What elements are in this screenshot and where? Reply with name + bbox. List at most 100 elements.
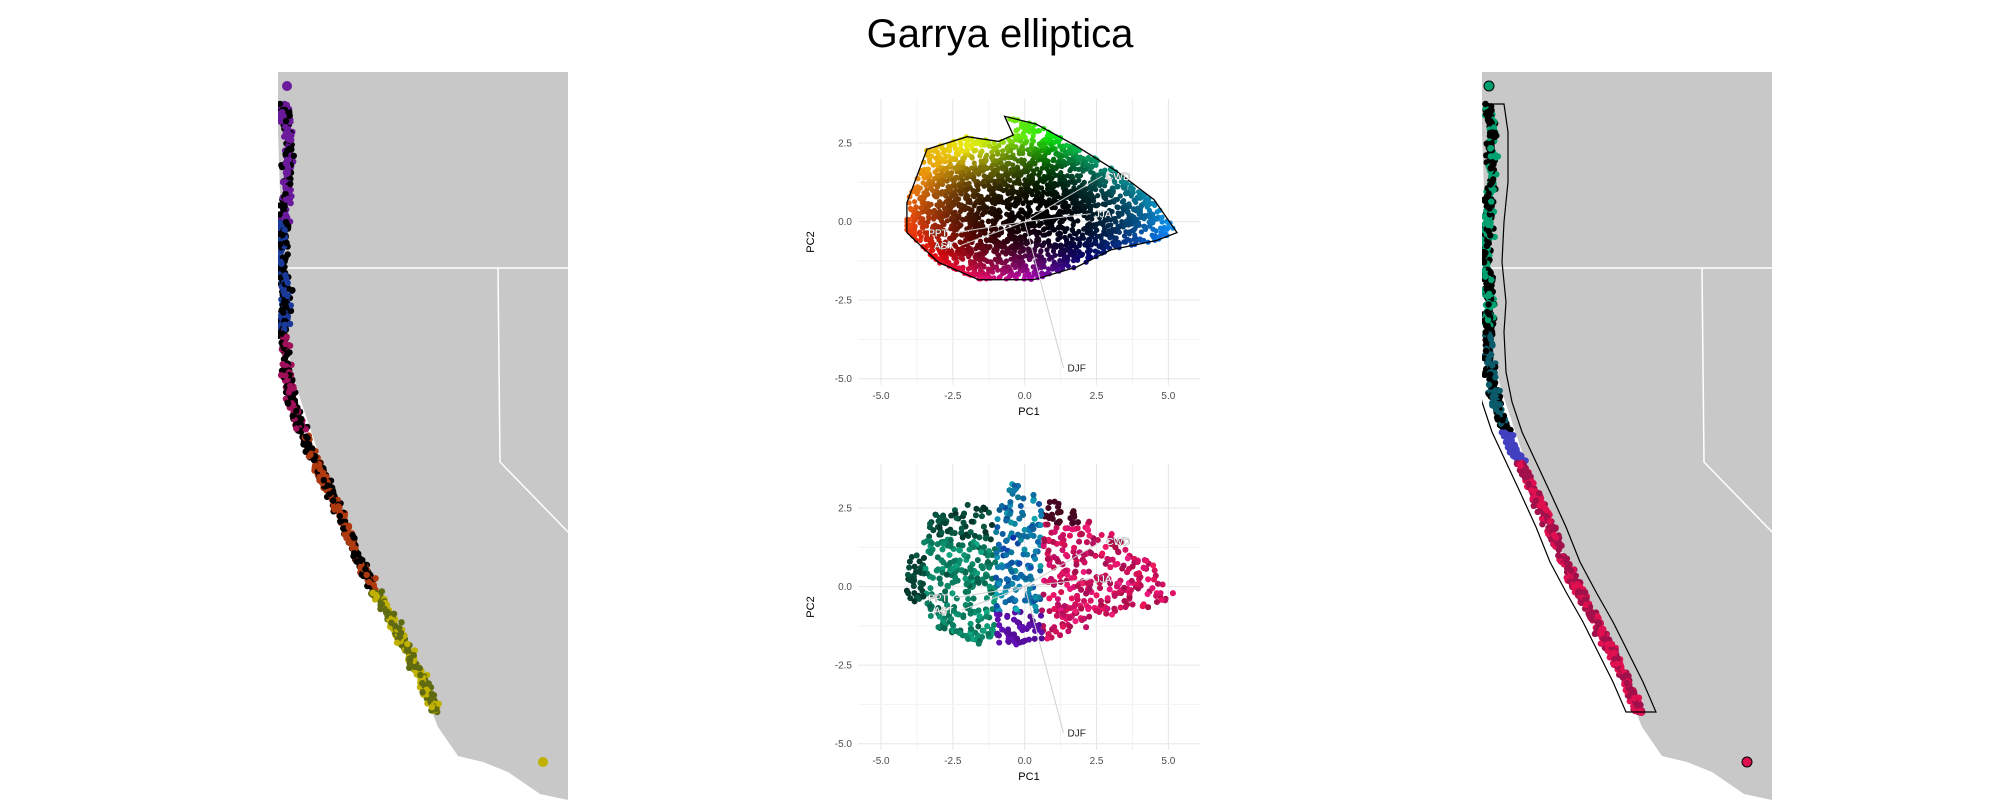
data-point bbox=[938, 249, 944, 255]
range-point bbox=[285, 389, 293, 396]
data-point bbox=[1072, 166, 1078, 172]
data-point bbox=[1069, 252, 1075, 258]
data-point bbox=[996, 178, 1002, 184]
data-point bbox=[1063, 237, 1070, 243]
data-point bbox=[1025, 188, 1031, 194]
data-point bbox=[1041, 141, 1047, 148]
data-point bbox=[1057, 208, 1063, 214]
data-point bbox=[917, 229, 923, 235]
y-tick-label: -2.5 bbox=[835, 296, 853, 307]
range-point bbox=[278, 329, 282, 336]
data-point bbox=[1121, 198, 1127, 204]
range-point bbox=[325, 491, 333, 498]
data-point bbox=[1029, 188, 1035, 195]
data-point bbox=[1063, 142, 1070, 148]
data-point bbox=[1095, 193, 1101, 199]
range-point bbox=[282, 184, 289, 192]
data-point bbox=[1159, 214, 1165, 220]
data-point bbox=[1023, 124, 1029, 130]
data-point bbox=[1077, 155, 1083, 161]
data-point bbox=[988, 171, 994, 177]
data-point bbox=[998, 230, 1004, 236]
data-point bbox=[934, 184, 940, 190]
data-point bbox=[959, 148, 965, 154]
data-point bbox=[918, 234, 924, 240]
data-point bbox=[970, 187, 976, 194]
data-point bbox=[993, 162, 1000, 168]
data-point bbox=[1053, 264, 1059, 270]
data-point bbox=[1098, 233, 1104, 239]
range-point bbox=[406, 660, 413, 667]
data-point bbox=[1077, 240, 1083, 246]
data-point bbox=[1137, 209, 1143, 215]
data-point bbox=[1116, 229, 1122, 235]
data-point bbox=[1042, 177, 1048, 183]
data-point bbox=[1145, 199, 1151, 205]
data-point bbox=[1009, 190, 1015, 197]
data-point bbox=[992, 256, 998, 262]
data-point bbox=[1063, 207, 1069, 213]
data-point bbox=[940, 150, 947, 156]
data-point bbox=[968, 143, 974, 149]
data-point bbox=[936, 237, 942, 243]
data-point bbox=[1005, 183, 1011, 189]
data-point bbox=[1025, 246, 1031, 252]
data-point bbox=[993, 158, 999, 164]
data-point bbox=[1045, 191, 1051, 197]
data-point bbox=[985, 218, 991, 224]
range-point bbox=[316, 465, 324, 473]
data-point bbox=[1089, 163, 1095, 169]
data-point bbox=[969, 155, 975, 161]
range-point bbox=[350, 550, 358, 557]
data-point bbox=[946, 145, 952, 151]
data-point bbox=[1067, 156, 1073, 163]
data-point bbox=[1108, 222, 1114, 228]
data-point bbox=[1150, 218, 1156, 224]
data-point bbox=[1112, 179, 1118, 185]
data-point bbox=[911, 229, 917, 235]
data-point bbox=[1065, 263, 1071, 269]
vector-ast bbox=[961, 221, 1025, 246]
data-point bbox=[1080, 161, 1086, 168]
data-point bbox=[952, 224, 958, 230]
data-point bbox=[1015, 171, 1021, 177]
range-point bbox=[350, 534, 358, 541]
data-point bbox=[1039, 194, 1045, 200]
data-point bbox=[932, 222, 938, 228]
data-point bbox=[988, 165, 994, 171]
data-point bbox=[1079, 232, 1086, 238]
data-point bbox=[989, 149, 995, 155]
data-point bbox=[1031, 168, 1037, 174]
data-point bbox=[985, 194, 991, 200]
data-point bbox=[1042, 152, 1048, 158]
data-point bbox=[1034, 151, 1040, 157]
data-point bbox=[1058, 176, 1064, 182]
data-point bbox=[1042, 136, 1049, 142]
data-point bbox=[947, 185, 953, 191]
data-point bbox=[981, 142, 987, 148]
data-points bbox=[904, 481, 1176, 648]
data-point bbox=[967, 224, 973, 230]
data-point bbox=[991, 140, 997, 146]
data-point bbox=[939, 253, 945, 259]
data-point bbox=[959, 232, 966, 238]
range-point bbox=[293, 425, 300, 432]
data-point bbox=[1026, 211, 1032, 217]
data-point bbox=[1012, 264, 1018, 270]
data-point bbox=[995, 251, 1001, 258]
range-point bbox=[378, 588, 386, 595]
data-point bbox=[1026, 271, 1032, 277]
x-tick-label: 2.5 bbox=[1090, 391, 1104, 402]
data-point bbox=[1100, 201, 1106, 207]
data-point bbox=[1010, 143, 1016, 149]
range-point bbox=[287, 382, 294, 389]
data-point bbox=[1080, 198, 1087, 204]
data-point bbox=[1036, 128, 1042, 134]
range-point bbox=[278, 260, 285, 268]
data-point bbox=[1120, 206, 1126, 212]
data-point bbox=[1107, 199, 1113, 205]
data-point bbox=[1082, 205, 1088, 211]
data-point bbox=[912, 233, 918, 239]
data-point bbox=[987, 236, 993, 242]
data-point bbox=[1004, 249, 1010, 255]
